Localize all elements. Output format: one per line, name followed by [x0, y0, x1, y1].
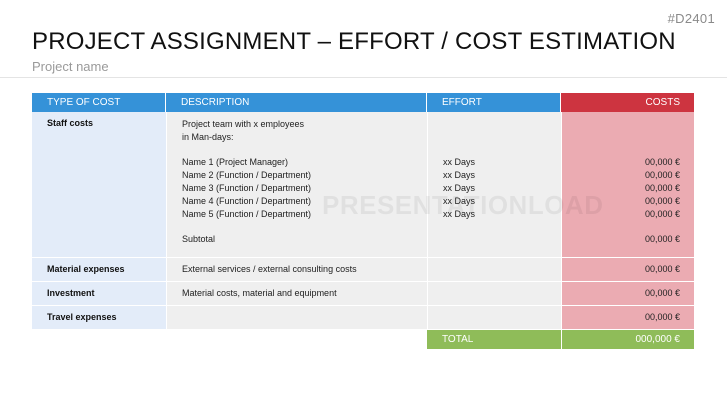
header-description: DESCRIPTION	[166, 93, 427, 112]
cell-effort-staff: xx Days xx Days xx Days xx Days xx Days	[427, 112, 561, 258]
staff-member-effort: xx Days	[443, 157, 476, 168]
staff-member-cost: 00,000 €	[644, 195, 680, 206]
title-divider	[0, 77, 727, 78]
cost-table: TYPE OF COST DESCRIPTION EFFORT COSTS St…	[32, 93, 694, 349]
cell-description	[166, 306, 427, 330]
staff-member-effort: xx Days	[443, 195, 476, 206]
table-row: Investment Material costs, material and …	[32, 282, 694, 306]
page-subtitle: Project name	[32, 59, 109, 74]
cell-description: Material costs, material and equipment	[166, 282, 427, 306]
slide-code: #D2401	[667, 11, 715, 26]
staff-member-cost: 00,000 €	[644, 170, 680, 181]
total-label: TOTAL	[427, 330, 561, 349]
staff-member-cost: 00,000 €	[644, 182, 680, 193]
staff-member-cost: 00,000 €	[644, 208, 680, 219]
staff-member-name: Name 5 (Function / Department)	[182, 208, 312, 219]
staff-intro-line: Project team with x employees	[182, 119, 305, 129]
staff-member-effort: xx Days	[443, 182, 476, 193]
staff-member-cost: 00,000 €	[644, 157, 680, 168]
cell-effort	[427, 258, 561, 282]
cell-type: Material expenses	[32, 258, 166, 282]
staff-member-name: Name 1 (Project Manager)	[182, 157, 289, 168]
table-row: Travel expenses 00,000 €	[32, 306, 694, 330]
table-row: Staff costs Project team with x employee…	[32, 112, 694, 258]
cell-type-staff: Staff costs	[32, 112, 166, 258]
staff-intro-line: in Man-days:	[182, 131, 234, 142]
total-row: TOTAL 000,000 €	[32, 330, 694, 349]
header-type-of-cost: TYPE OF COST	[32, 93, 166, 112]
staff-member-effort: xx Days	[443, 208, 476, 219]
cell-cost: 00,000 €	[561, 306, 694, 330]
staff-member-name: Name 4 (Function / Department)	[182, 195, 312, 206]
cell-effort	[427, 282, 561, 306]
total-value: 000,000 €	[561, 330, 694, 349]
cell-type: Travel expenses	[32, 306, 166, 330]
header-effort: EFFORT	[427, 93, 561, 112]
staff-member-name: Name 3 (Function / Department)	[182, 182, 312, 193]
table-header-row: TYPE OF COST DESCRIPTION EFFORT COSTS	[32, 93, 694, 112]
table-row: Material expenses External services / ex…	[32, 258, 694, 282]
staff-member-effort: xx Days	[443, 170, 476, 181]
header-costs: COSTS	[561, 93, 694, 112]
cell-cost: 00,000 €	[561, 282, 694, 306]
cell-cost-staff: 00,000 € 00,000 € 00,000 € 00,000 € 00,0…	[561, 112, 694, 258]
page-title: PROJECT ASSIGNMENT – EFFORT / COST ESTIM…	[32, 28, 676, 55]
cell-cost: 00,000 €	[561, 258, 694, 282]
staff-member-name: Name 2 (Function / Department)	[182, 170, 312, 181]
subtotal-label: Subtotal	[182, 234, 216, 245]
cell-description: External services / external consulting …	[166, 258, 427, 282]
cell-description-staff: Project team with x employees in Man-day…	[166, 112, 427, 258]
subtotal-cost: 00,000 €	[644, 234, 680, 245]
cell-effort	[427, 306, 561, 330]
cell-type: Investment	[32, 282, 166, 306]
